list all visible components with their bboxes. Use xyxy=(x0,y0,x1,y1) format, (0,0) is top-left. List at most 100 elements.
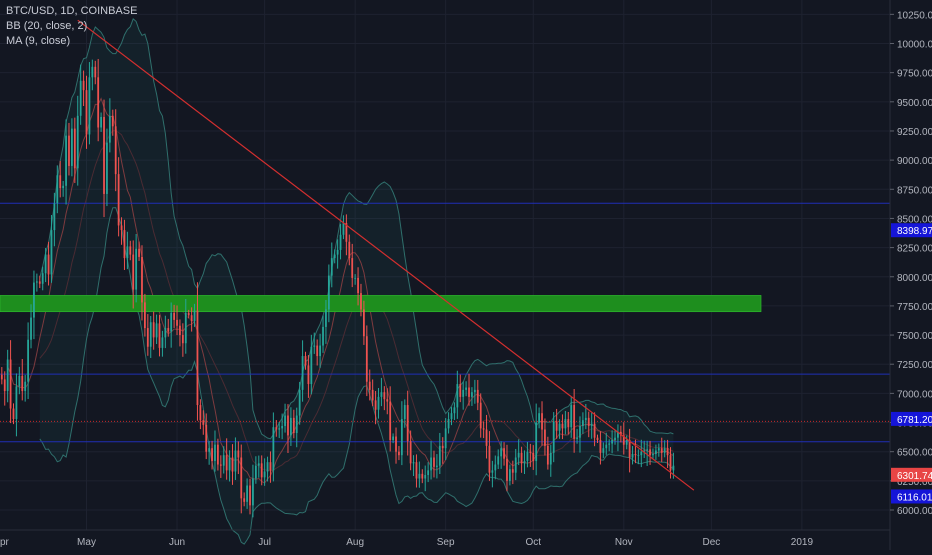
candle xyxy=(15,373,18,437)
price-label: 6301.74 xyxy=(891,467,932,482)
candle xyxy=(459,374,462,403)
candle-body xyxy=(374,400,377,410)
candle xyxy=(412,455,415,477)
candle-body xyxy=(123,230,126,259)
y-tick-label: 9000.00 xyxy=(897,156,932,167)
candle xyxy=(319,333,321,368)
candle xyxy=(290,407,292,446)
candle-body xyxy=(263,471,266,478)
candle xyxy=(94,60,97,85)
candle-body xyxy=(0,374,3,380)
candle-body xyxy=(342,223,345,235)
candle xyxy=(211,440,213,470)
candle-body xyxy=(97,77,100,128)
candle xyxy=(27,322,29,400)
candle xyxy=(108,98,111,153)
candle xyxy=(406,390,409,456)
candle-body xyxy=(313,345,316,347)
x-axis-labels: pr May Jun Jul Aug Sep Oct Nov Dec 2019 xyxy=(0,537,813,548)
candle-body xyxy=(260,463,263,478)
candle-body xyxy=(295,415,298,434)
legend-bb[interactable]: BB (20, close, 2) xyxy=(6,20,88,32)
bb-upper-line xyxy=(39,18,674,440)
candle xyxy=(535,403,538,476)
y-tick-label: 6250.00 xyxy=(897,477,932,488)
candle-body xyxy=(62,185,65,189)
candle xyxy=(327,264,330,323)
candle xyxy=(88,62,91,145)
legend-symbol[interactable]: BTC/USD, 1D, COINBASE xyxy=(6,5,138,17)
candle-body xyxy=(287,415,289,436)
candle xyxy=(9,340,12,424)
candle-body xyxy=(327,275,330,310)
candle-body xyxy=(68,135,70,166)
candle-body xyxy=(625,440,628,445)
candle xyxy=(663,440,666,458)
candle-body xyxy=(549,452,552,465)
candle-body xyxy=(211,448,213,462)
candle-body xyxy=(234,450,237,472)
y-tick-label: 9500.00 xyxy=(897,98,932,109)
candle-body xyxy=(275,427,278,430)
y-tick-label: 8000.00 xyxy=(897,273,932,284)
candle-body xyxy=(582,420,584,427)
candle xyxy=(173,304,175,328)
candle-body xyxy=(564,419,567,429)
candle xyxy=(640,439,643,468)
candle-body xyxy=(561,423,564,429)
candle-body xyxy=(363,309,365,337)
x-tick-label: Jun xyxy=(169,537,185,548)
candle-body xyxy=(406,405,409,442)
candle-body xyxy=(628,440,631,458)
candle xyxy=(103,99,105,218)
candle-body xyxy=(141,256,143,303)
candle xyxy=(596,434,599,444)
candle-body xyxy=(660,448,663,453)
candle-body xyxy=(506,458,508,481)
candle xyxy=(570,397,573,438)
candle-body xyxy=(18,375,21,387)
candle xyxy=(351,243,354,288)
candle-body xyxy=(187,312,190,316)
candle xyxy=(287,404,289,454)
price-label-bg xyxy=(891,223,932,238)
candle xyxy=(587,411,590,438)
candle-body xyxy=(398,451,400,456)
candle-body xyxy=(541,413,543,430)
candle-body xyxy=(672,465,675,471)
candle xyxy=(214,430,216,472)
candle-body xyxy=(316,345,319,357)
candle-body xyxy=(65,135,67,186)
candle xyxy=(316,339,319,366)
candle-body xyxy=(497,456,500,465)
candle xyxy=(298,381,301,425)
candle xyxy=(231,444,234,485)
candle xyxy=(252,464,254,518)
candle-body xyxy=(152,322,155,338)
candle xyxy=(85,75,88,149)
candle-body xyxy=(345,223,348,242)
price-label: 8398.97 xyxy=(891,223,932,238)
candle xyxy=(555,408,558,439)
candle-body xyxy=(552,421,555,453)
legend-ma[interactable]: MA (9, close) xyxy=(6,35,71,47)
candle-body xyxy=(71,128,73,166)
candle xyxy=(657,443,660,457)
candle xyxy=(383,386,386,411)
candle xyxy=(12,403,15,425)
candle xyxy=(622,422,625,455)
candle xyxy=(652,448,654,460)
candle xyxy=(614,430,616,445)
candle-body xyxy=(485,429,488,446)
candle xyxy=(611,430,613,454)
candle xyxy=(427,462,430,483)
candle xyxy=(41,266,44,291)
candle-body xyxy=(488,445,491,473)
y-tick-label: 7750.00 xyxy=(897,302,932,313)
candle-body xyxy=(421,473,424,479)
candle-body xyxy=(462,389,465,397)
candle-body xyxy=(167,328,170,332)
candle-body xyxy=(438,445,441,466)
